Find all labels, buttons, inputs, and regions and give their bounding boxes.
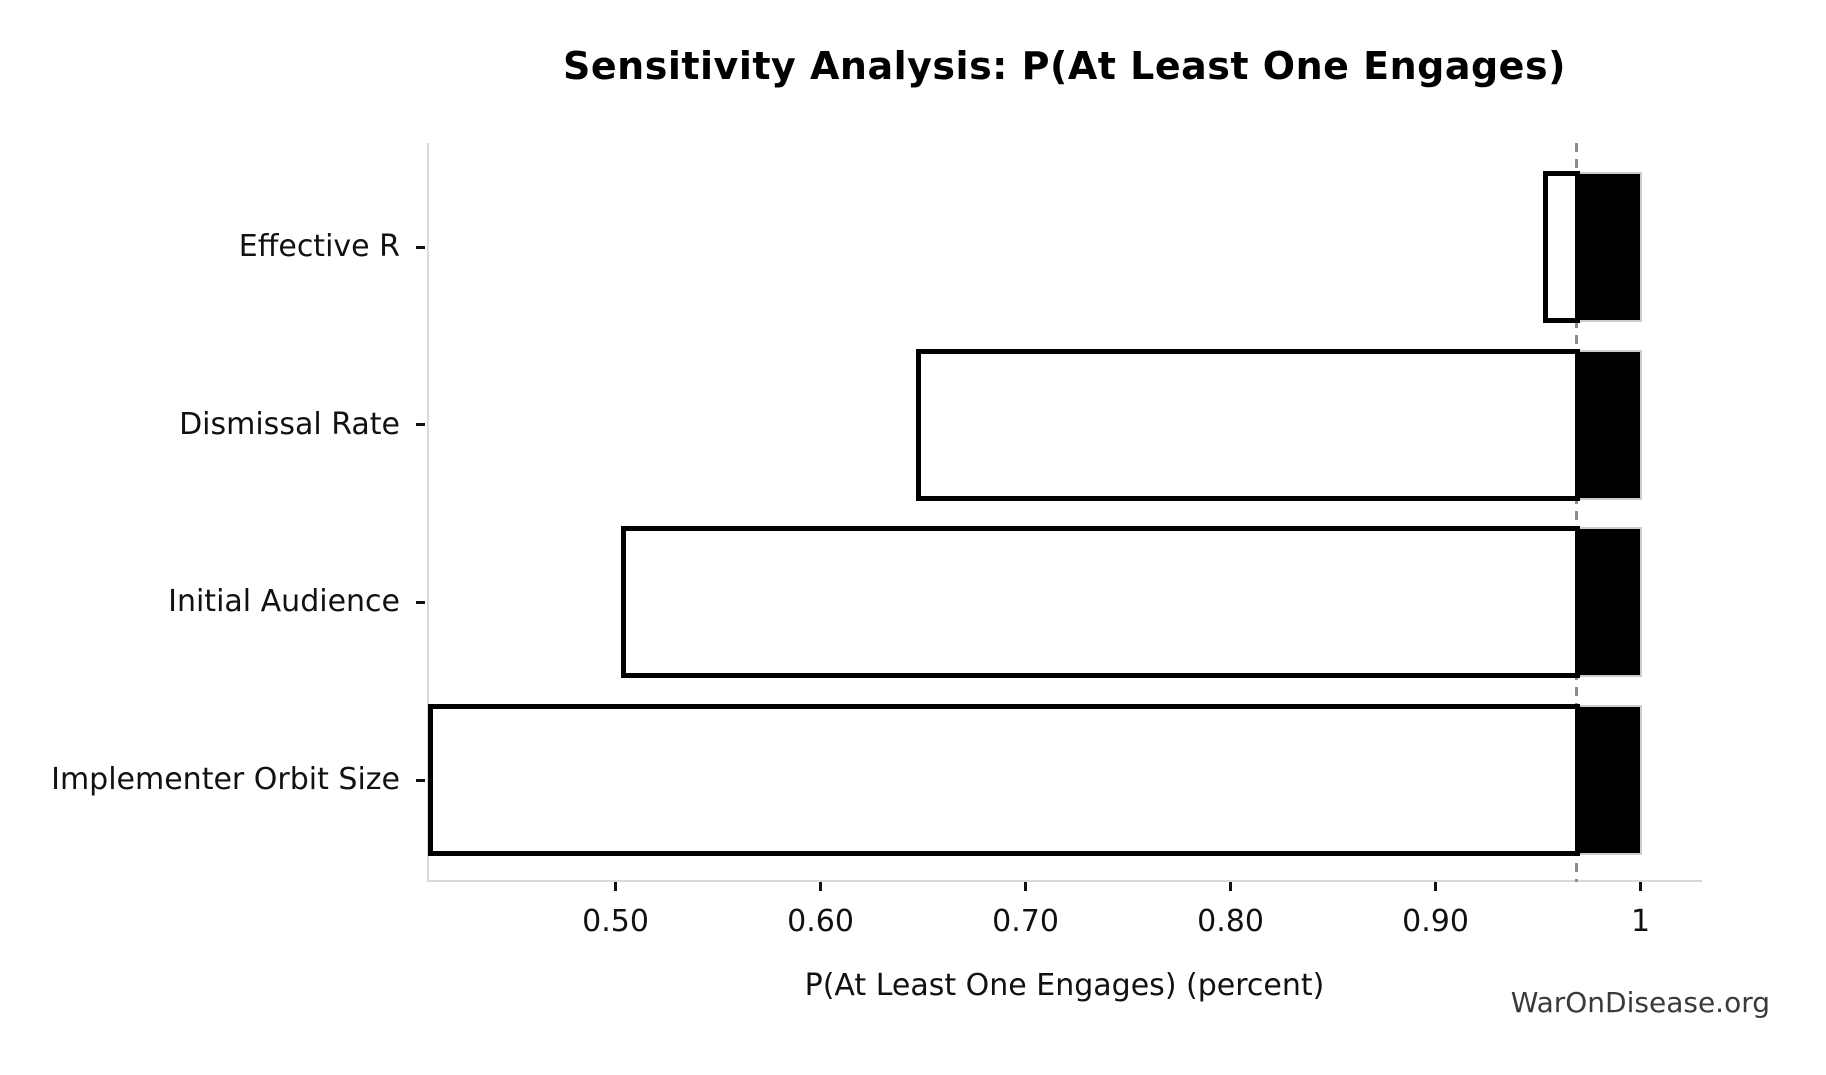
bar-high-effective-r — [1576, 172, 1643, 322]
y-tick-implementer-orbit-size — [416, 778, 425, 782]
x-tick-0.70 — [1024, 882, 1028, 891]
x-tick-0.50 — [614, 882, 618, 891]
x-tick-0.90 — [1434, 882, 1438, 891]
x-tick-label-0.90: 0.90 — [1402, 904, 1469, 939]
bar-high-dismissal-rate — [1576, 349, 1643, 500]
x-tick-label-0.70: 0.70 — [992, 904, 1059, 939]
bar-high-implementer-orbit-size — [1576, 705, 1643, 856]
x-tick-label-0.50: 0.50 — [582, 904, 649, 939]
y-tick-effective-r — [416, 245, 425, 249]
chart-title: Sensitivity Analysis: P(At Least One Eng… — [563, 44, 1566, 88]
y-tick-label-dismissal-rate: Dismissal Rate — [179, 406, 400, 442]
y-tick-label-effective-r: Effective R — [238, 229, 400, 264]
y-tick-initial-audience — [416, 600, 425, 604]
bar-low-dismissal-rate — [915, 348, 1580, 501]
y-tick-dismissal-rate — [416, 423, 425, 427]
bar-high-initial-audience — [1576, 527, 1643, 678]
x-tick-0.80 — [1229, 882, 1233, 891]
watermark: WarOnDisease.org — [1510, 986, 1770, 1019]
x-tick-1 — [1639, 882, 1642, 891]
bar-low-initial-audience — [620, 526, 1580, 679]
y-tick-label-implementer-orbit-size: Implementer Orbit Size — [51, 762, 400, 798]
x-tick-label-0.80: 0.80 — [1197, 904, 1264, 939]
x-tick-0.60 — [819, 882, 823, 891]
x-tick-label-0.60: 0.60 — [787, 904, 854, 939]
y-tick-label-initial-audience: Initial Audience — [168, 584, 400, 620]
bar-low-implementer-orbit-size — [428, 704, 1580, 857]
x-axis-label: P(At Least One Engages) (percent) — [804, 968, 1325, 1003]
bar-low-effective-r — [1543, 171, 1580, 323]
baseline-dashed-line — [1575, 143, 1579, 882]
plot-area — [427, 143, 1702, 882]
x-tick-label-1: 1 — [1630, 904, 1651, 939]
